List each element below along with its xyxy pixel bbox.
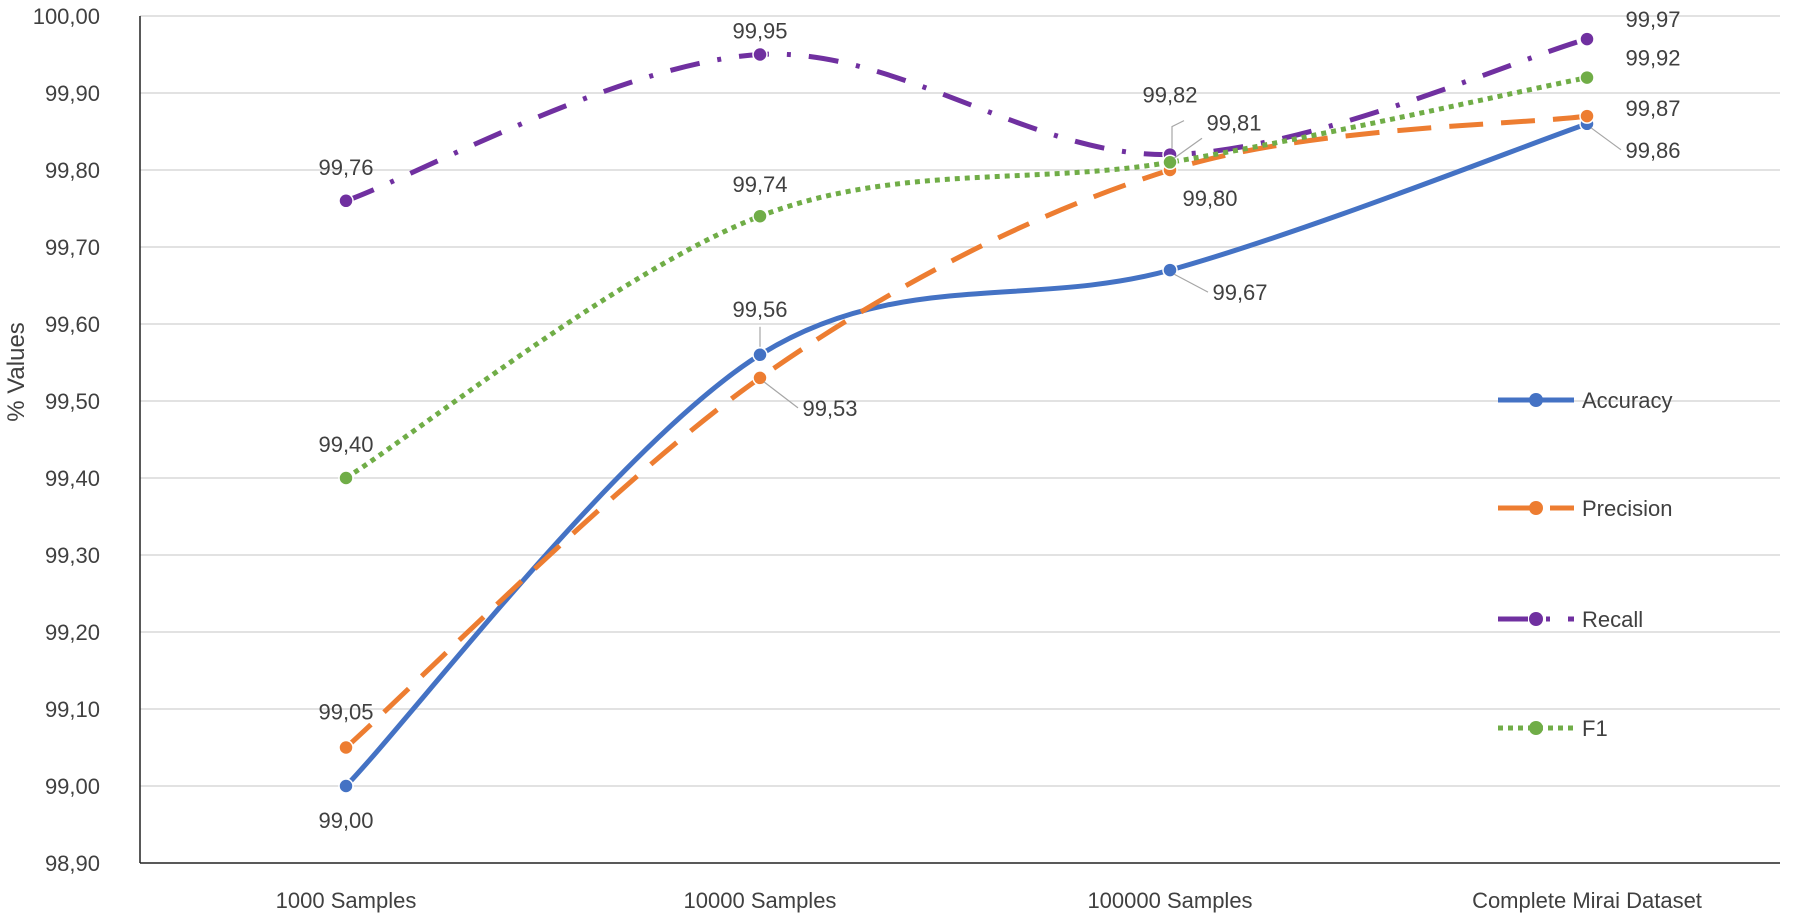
data-label-accuracy: 99,67 <box>1212 280 1267 305</box>
y-tick-label: 99,20 <box>45 620 100 645</box>
data-label-precision: 99,80 <box>1182 186 1237 211</box>
data-label-recall: 99,76 <box>318 155 373 180</box>
series-line-precision <box>344 113 1588 750</box>
legend-marker-precision <box>1529 501 1543 515</box>
y-tick-label: 98,90 <box>45 851 100 876</box>
data-point-recall <box>752 46 768 63</box>
data-label-f1: 99,74 <box>732 172 787 197</box>
legend-marker-f1 <box>1529 721 1543 735</box>
y-tick-label: 99,80 <box>45 158 100 183</box>
series-line-recall <box>345 36 1588 204</box>
data-point-precision <box>338 739 354 756</box>
label-leader-line <box>1171 120 1185 149</box>
data-label-precision: 99,05 <box>318 700 373 725</box>
data-label-recall: 99,95 <box>732 19 787 44</box>
data-point-precision <box>1579 108 1595 124</box>
data-label-recall: 99,82 <box>1142 83 1197 108</box>
data-point-accuracy <box>1162 262 1178 278</box>
legend-marker-accuracy <box>1529 393 1543 407</box>
y-axis-title: % Values <box>3 322 30 422</box>
data-label-precision: 99,87 <box>1625 96 1680 121</box>
data-point-f1 <box>1162 154 1178 171</box>
axes: 1000 Samples 10000 Samples 100000 Samples C… <box>139 16 1780 913</box>
data-label-accuracy: 99,86 <box>1625 138 1680 163</box>
legend-marker-recall <box>1529 612 1543 626</box>
legend-label-accuracy: Accuracy <box>1582 388 1672 413</box>
y-tick-label: 99,70 <box>45 235 100 260</box>
data-point-precision <box>752 370 768 386</box>
label-leader-line <box>1173 137 1203 159</box>
label-leader-lines <box>759 120 1622 409</box>
data-point-f1 <box>752 208 768 224</box>
data-point-f1 <box>1579 69 1595 86</box>
label-leader-line <box>1173 273 1209 293</box>
data-label-f1: 99,92 <box>1625 46 1680 71</box>
data-point-f1 <box>338 470 354 486</box>
data-label-recall: 99,97 <box>1625 7 1680 32</box>
data-label-accuracy: 99,00 <box>318 808 373 833</box>
data-point-accuracy <box>338 778 354 794</box>
legend-label-f1: F1 <box>1582 716 1608 741</box>
legend: Accuracy Precision Recall F1 <box>1498 388 1672 741</box>
y-tick-label: 99,30 <box>45 543 100 568</box>
legend-label-recall: Recall <box>1582 607 1643 632</box>
y-tick-label: 99,10 <box>45 697 100 722</box>
x-tick-label: 1000 Samples <box>276 888 417 913</box>
series-lines <box>338 31 1595 794</box>
data-labels: 99,00 99,56 99,67 99,86 99,05 99,53 99,80 99,87… <box>318 7 1680 833</box>
y-tick-label: 100,00 <box>33 4 100 29</box>
y-tick-label: 99,40 <box>45 466 100 491</box>
series-line-f1 <box>344 75 1588 481</box>
gridlines: 98,90 99,00 99,10 99,20 99,30 99,40 99,50 99,60… <box>33 4 1780 876</box>
x-tick-label: 100000 Samples <box>1087 888 1252 913</box>
x-tick-label: Complete Mirai Dataset <box>1472 888 1702 913</box>
data-point-recall <box>338 193 354 209</box>
data-point-recall <box>1579 31 1595 47</box>
data-point-accuracy <box>752 347 768 363</box>
series-line-accuracy <box>344 121 1588 788</box>
label-leader-line <box>763 381 799 409</box>
y-tick-label: 99,00 <box>45 774 100 799</box>
y-tick-label: 99,50 <box>45 389 100 414</box>
data-label-accuracy: 99,56 <box>732 297 787 322</box>
y-tick-label: 99,60 <box>45 312 100 337</box>
data-label-f1: 99,40 <box>318 432 373 457</box>
data-label-f1: 99,81 <box>1206 110 1261 135</box>
y-tick-label: 99,90 <box>45 81 100 106</box>
label-leader-line <box>1590 127 1622 151</box>
legend-label-precision: Precision <box>1582 496 1672 521</box>
x-tick-label: 10000 Samples <box>684 888 837 913</box>
data-label-precision: 99,53 <box>802 396 857 421</box>
